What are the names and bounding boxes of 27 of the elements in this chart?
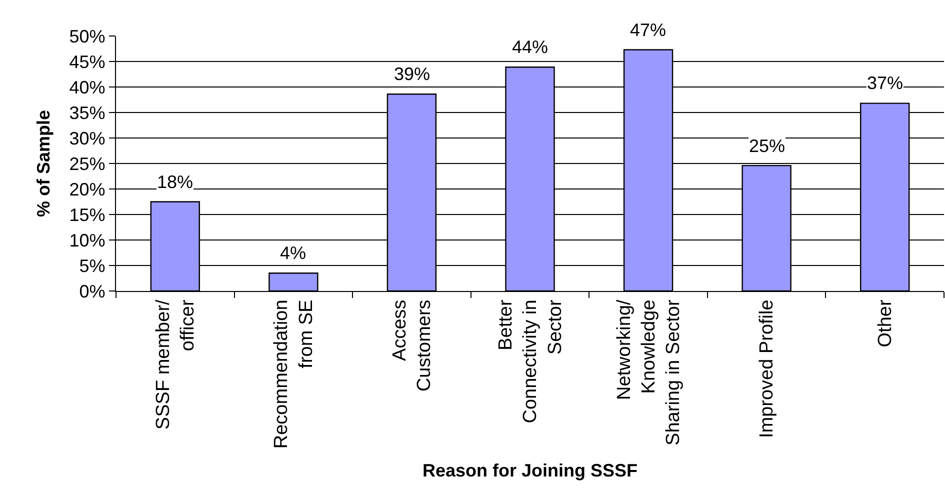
- data-label: 4%: [280, 243, 306, 263]
- x-tick-label: Networking/ Knowledge Sharing in Sector: [614, 298, 684, 446]
- x-tick-label: Better Connectivity in Sector: [495, 299, 566, 424]
- y-tick-label: 10%: [69, 230, 106, 250]
- y-tick-label: 5%: [79, 256, 106, 276]
- y-tick-label: 30%: [69, 128, 106, 148]
- x-tick-label: Other: [875, 299, 896, 348]
- data-label: 37%: [867, 73, 904, 93]
- y-tick-label: 35%: [69, 102, 106, 123]
- x-tick-label: Improved Profile: [756, 300, 778, 438]
- data-label: 47%: [630, 20, 666, 40]
- x-tick-label: Recommendation from SE: [271, 300, 317, 449]
- y-tick-label: 50%: [69, 26, 106, 46]
- y-tick-label: 20%: [69, 179, 106, 200]
- data-label: 25%: [749, 136, 786, 156]
- y-axis-title: % of Sample: [33, 110, 54, 218]
- data-label: 44%: [512, 37, 548, 57]
- y-tick-label: 25%: [69, 154, 106, 174]
- y-tick-label: 15%: [69, 204, 106, 225]
- x-axis-title: Reason for Joining SSSF: [422, 460, 638, 481]
- x-tick-label: SSSF member/ officer: [152, 298, 199, 430]
- y-tick-label: 0%: [79, 281, 106, 302]
- data-label: 39%: [394, 64, 430, 84]
- x-tick-label: Access Customers: [390, 300, 436, 392]
- y-tick-label: 45%: [69, 52, 106, 72]
- y-tick-label: 40%: [69, 77, 106, 98]
- data-label: 18%: [157, 172, 194, 192]
